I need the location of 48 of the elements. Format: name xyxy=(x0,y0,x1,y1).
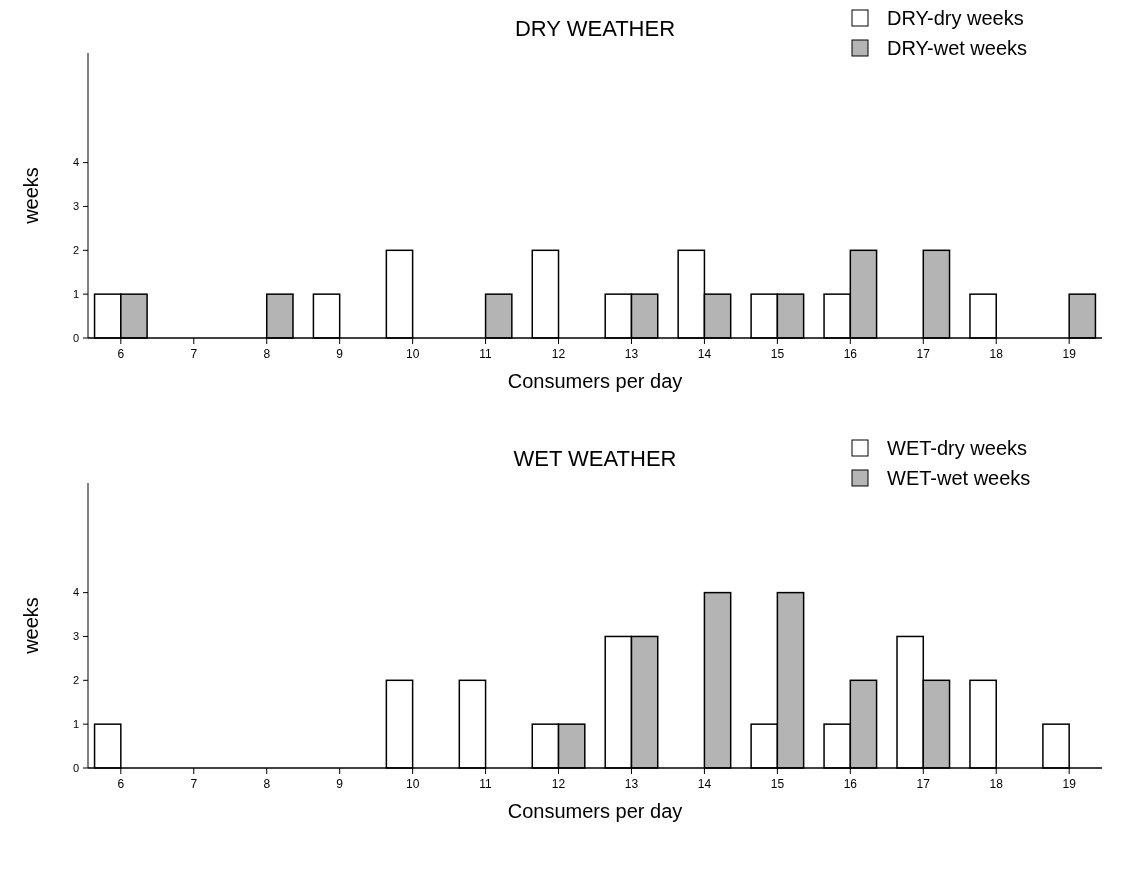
x-tick-label: 9 xyxy=(336,347,344,361)
x-axis-title: Consumers per day xyxy=(507,800,683,822)
x-tick-label: 10 xyxy=(405,777,420,791)
x-tick-label: 14 xyxy=(697,347,712,361)
x-tick-label: 17 xyxy=(916,777,931,791)
x-tick-label: 16 xyxy=(843,347,858,361)
x-tick-label: 8 xyxy=(263,777,271,791)
x-tick-label: 16 xyxy=(843,777,858,791)
x-tick-label: 15 xyxy=(770,347,785,361)
y-tick-label: 3 xyxy=(72,630,79,643)
chart-title: WET WEATHER xyxy=(513,446,677,471)
x-tick-label: 19 xyxy=(1062,347,1077,361)
y-tick-label: 1 xyxy=(72,288,79,300)
y-tick-label: 1 xyxy=(72,718,79,730)
x-tick-label: 18 xyxy=(989,777,1004,791)
legend-label: DRY-wet weeks xyxy=(887,37,1028,59)
x-tick-label: 11 xyxy=(479,777,493,791)
x-tick-label: 13 xyxy=(624,347,639,361)
y-tick-label: 2 xyxy=(72,674,79,687)
y-tick-label: 0 xyxy=(72,331,79,344)
x-tick-label: 6 xyxy=(117,777,125,791)
x-tick-label: 12 xyxy=(551,777,566,791)
y-tick-label: 2 xyxy=(72,244,79,257)
y-tick-label: 4 xyxy=(72,156,79,169)
legend-label: WET-wet weeks xyxy=(887,467,1031,489)
x-tick-label: 18 xyxy=(989,347,1004,361)
x-tick-label: 8 xyxy=(263,347,271,361)
x-tick-label: 19 xyxy=(1062,777,1077,791)
y-axis-title: weeks xyxy=(20,167,42,225)
y-axis-title: weeks xyxy=(20,597,42,655)
legend-label: DRY-dry weeks xyxy=(887,7,1024,29)
chart-title: DRY WEATHER xyxy=(514,16,676,41)
x-tick-label: 6 xyxy=(117,347,125,361)
y-tick-label: 4 xyxy=(72,586,79,599)
x-tick-label: 17 xyxy=(916,347,931,361)
x-tick-label: 13 xyxy=(624,777,639,791)
y-tick-label: 0 xyxy=(72,761,79,774)
x-tick-label: 7 xyxy=(190,347,198,361)
x-tick-label: 12 xyxy=(551,347,566,361)
x-tick-label: 14 xyxy=(697,777,712,791)
x-tick-label: 10 xyxy=(405,347,420,361)
x-axis-title: Consumers per day xyxy=(507,370,683,392)
x-tick-label: 7 xyxy=(190,777,198,791)
x-tick-label: 9 xyxy=(336,777,344,791)
x-tick-label: 11 xyxy=(479,347,493,361)
x-tick-label: 15 xyxy=(770,777,785,791)
legend-label: WET-dry weeks xyxy=(887,437,1028,459)
y-tick-label: 3 xyxy=(72,200,79,213)
